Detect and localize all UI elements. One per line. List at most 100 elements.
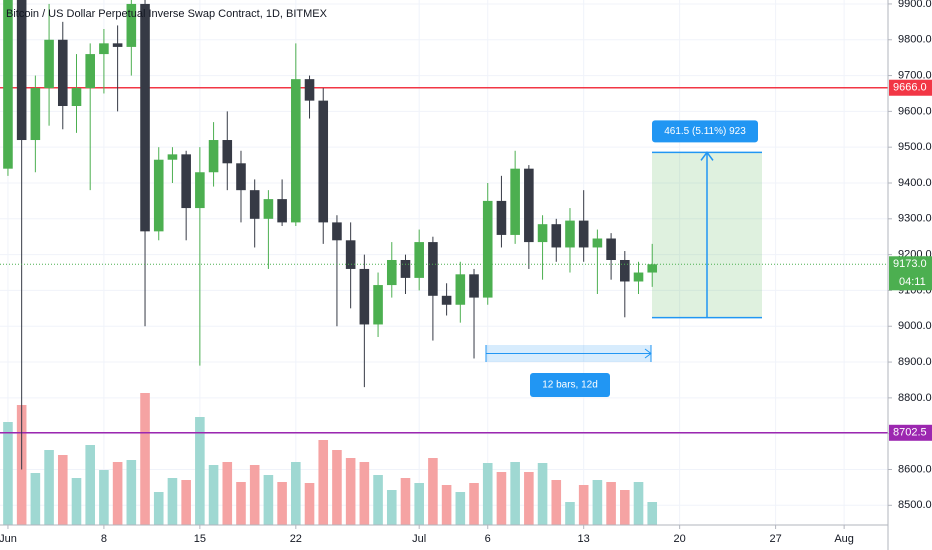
volume-bar (428, 458, 438, 525)
candle-body (551, 224, 562, 248)
x-tick-label: Jul (412, 533, 426, 545)
volume-bar (551, 480, 562, 525)
x-tick-label: 8 (101, 533, 107, 545)
volume-bar (167, 478, 178, 525)
y-tick-label: 9800.0 (898, 34, 932, 46)
volume-bar (236, 482, 246, 525)
volume-bar (277, 482, 287, 525)
volume-bar (469, 483, 479, 525)
candle-body (208, 140, 219, 173)
candle-body (85, 54, 95, 89)
volume-bar (30, 473, 41, 525)
candle-body (359, 268, 370, 325)
candle-body (647, 264, 658, 273)
x-tick-label: Jun (0, 533, 17, 545)
volume-bar (126, 460, 137, 525)
candle-body (304, 79, 315, 101)
y-tick-label: 9200.0 (898, 249, 932, 261)
measure-label: 461.5 (5.11%) 923 (664, 126, 746, 137)
candle-body (565, 220, 575, 248)
y-tick-label: 9300.0 (898, 213, 932, 225)
price-label-box (889, 79, 932, 96)
volume-bar (99, 470, 109, 525)
measure-label-box (652, 120, 758, 143)
volume-bar (565, 502, 575, 525)
candle-body (332, 222, 342, 241)
candle-body (57, 39, 68, 107)
candle-body (291, 79, 301, 223)
candle-body (263, 199, 274, 219)
candle-body (373, 285, 383, 325)
volume-bar (181, 480, 191, 525)
candle-body (16, 0, 27, 141)
candle-body (592, 238, 603, 248)
candle-body (167, 154, 178, 160)
candle-body (386, 259, 397, 286)
volume-bar (359, 462, 370, 525)
candle-body (510, 168, 520, 235)
volume-bar (578, 485, 589, 525)
volume-bar (153, 492, 164, 525)
candle-body (30, 88, 41, 141)
candle-body (414, 242, 424, 278)
volume-bar (592, 480, 603, 525)
candle-body (318, 100, 329, 223)
volume-bar (3, 422, 13, 525)
candle-body (455, 274, 466, 305)
candle-body (345, 240, 356, 269)
volume-bar (249, 465, 260, 525)
volume-bar (208, 465, 219, 525)
y-tick-label: 9500.0 (898, 141, 932, 153)
volume-bar (71, 478, 82, 525)
x-tick-label: 13 (578, 533, 590, 545)
candle-body (249, 190, 260, 219)
price-label: 9173.0 (893, 258, 927, 270)
candle-body (400, 259, 411, 278)
candle-body (3, 0, 13, 169)
candle-body (181, 154, 191, 209)
price-label: 8702.5 (893, 427, 927, 439)
candle-body (277, 199, 287, 223)
candle-body (112, 43, 123, 47)
volume-bar (140, 393, 150, 525)
candle-body (537, 224, 548, 243)
volume-bar (373, 475, 383, 525)
candle-body (441, 295, 452, 305)
y-tick-label: 9700.0 (898, 69, 932, 81)
countdown: 04:11 (899, 276, 926, 288)
volume-bar (222, 462, 233, 525)
y-tick-label: 8500.0 (898, 499, 932, 511)
volume-bar (318, 440, 329, 525)
volume-bar (112, 462, 123, 525)
candle-body (195, 172, 205, 209)
candle-body (222, 140, 233, 164)
volume-bar (85, 445, 95, 525)
y-tick-label: 9000.0 (898, 320, 932, 332)
x-tick-label: 22 (290, 533, 302, 545)
y-tick-label: 8600.0 (898, 463, 932, 475)
volume-bar (263, 475, 274, 525)
volume-bar (195, 417, 205, 525)
volume-bar (482, 463, 493, 525)
candle-body (126, 3, 137, 47)
candle-body (578, 220, 589, 248)
candle-body (496, 200, 507, 235)
candle-body (633, 272, 644, 282)
candle-body (153, 159, 164, 232)
volume-bar (455, 492, 466, 525)
y-tick-label: 9900.0 (898, 0, 932, 10)
candle-body (99, 43, 109, 55)
volume-bar (496, 472, 507, 525)
volume-bar (633, 482, 644, 525)
date-range-label-box (530, 373, 610, 397)
volume-bar (332, 450, 342, 525)
volume-bar (647, 502, 658, 525)
candle-body (236, 163, 246, 191)
candle-body (482, 200, 493, 298)
x-tick-label: 6 (485, 533, 491, 545)
price-label-box (889, 424, 932, 441)
candle-body (71, 88, 82, 107)
volume-bar (304, 483, 315, 525)
